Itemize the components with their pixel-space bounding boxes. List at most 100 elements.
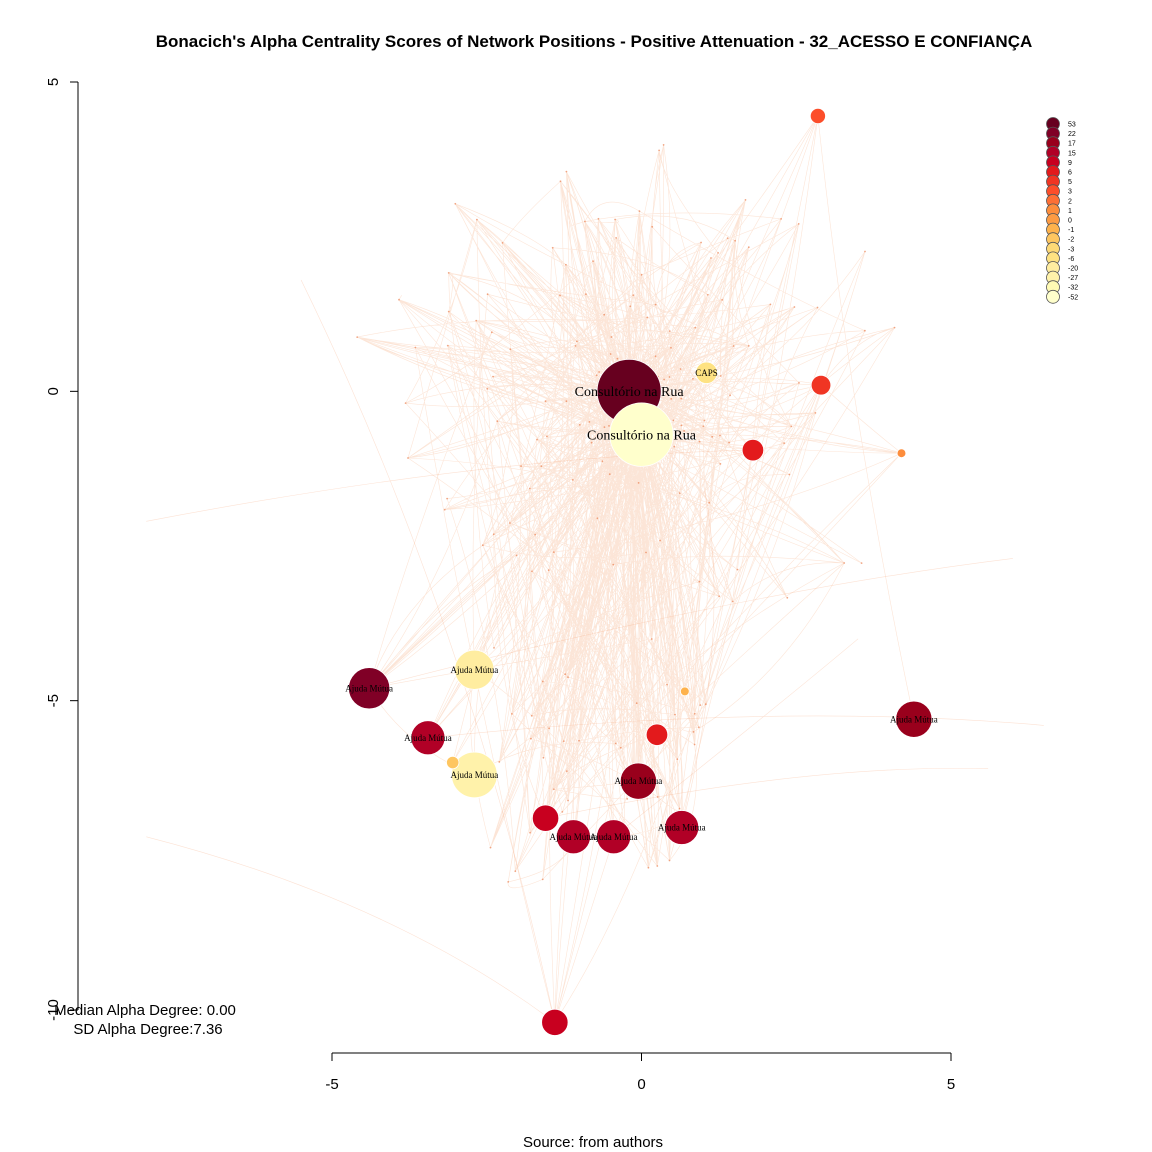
minor-node (711, 435, 714, 438)
minor-node (780, 218, 782, 220)
network-node (619, 762, 657, 800)
legend-value: 53 (1068, 122, 1076, 129)
legend-value: 0 (1068, 218, 1072, 225)
minor-node (680, 397, 683, 400)
minor-node (493, 647, 495, 649)
minor-node (692, 731, 695, 733)
minor-node (668, 859, 671, 862)
minor-node (404, 402, 407, 404)
minor-node (702, 425, 705, 428)
minor-node (565, 770, 568, 773)
minor-node (678, 492, 681, 494)
network-node (810, 374, 832, 396)
minor-node (598, 371, 600, 373)
network-nodes (348, 108, 933, 1036)
network-node (541, 1008, 569, 1036)
legend-value: 1 (1068, 208, 1072, 215)
minor-node (529, 831, 531, 834)
x-axis: -5 0 5 (325, 1052, 955, 1093)
minor-node (595, 374, 598, 377)
network-node (645, 723, 669, 746)
x-tick-label: 0 (637, 1076, 645, 1093)
network-node (609, 402, 674, 467)
legend-value: 22 (1068, 131, 1076, 138)
y-axis: 5 0 -5 -10 (45, 78, 79, 1021)
minor-node (564, 673, 567, 676)
minor-node (654, 355, 657, 358)
minor-node (637, 482, 640, 484)
minor-node (668, 330, 671, 332)
edge-bundle (357, 115, 915, 1023)
minor-node (729, 394, 731, 397)
network-node (531, 804, 560, 832)
minor-node (699, 704, 702, 706)
minor-node (668, 376, 671, 378)
minor-node (670, 398, 673, 400)
minor-node (544, 400, 547, 403)
minor-node (656, 796, 659, 798)
source-caption: Source: from authors (523, 1134, 663, 1151)
network-node (741, 438, 765, 462)
minor-node (578, 423, 581, 426)
minor-node (650, 638, 653, 640)
minor-node (786, 596, 789, 599)
minor-node (632, 294, 635, 296)
minor-node (531, 570, 533, 573)
minor-node (536, 438, 538, 441)
minor-node (356, 336, 359, 338)
minor-node (498, 761, 501, 763)
minor-node (843, 562, 846, 564)
minor-node (788, 473, 791, 476)
minor-node (540, 465, 543, 468)
minor-node (541, 680, 544, 683)
minor-node (496, 420, 499, 423)
minor-node (717, 252, 719, 254)
chart-title: Bonacich's Alpha Centrality Scores of Ne… (156, 32, 1033, 51)
network-node (695, 361, 718, 384)
legend-value: -32 (1068, 285, 1078, 292)
y-tick-label: -5 (45, 694, 62, 707)
network-node (454, 649, 495, 690)
minor-node (567, 799, 569, 802)
network-node (555, 819, 591, 855)
legend-value: -3 (1068, 246, 1074, 253)
minor-node (476, 218, 478, 221)
legend-swatch (1046, 289, 1060, 304)
minor-node (610, 336, 613, 338)
minor-node (534, 533, 536, 536)
minor-node (603, 313, 606, 316)
minor-node (654, 303, 657, 306)
minor-node (719, 375, 722, 377)
minor-node (446, 344, 449, 347)
minor-node (615, 237, 617, 239)
minor-node (693, 712, 696, 715)
minor-node (816, 306, 819, 309)
minor-node (731, 600, 734, 603)
node-label: Ajuda Mútua (345, 683, 393, 693)
minor-node (454, 202, 457, 205)
minor-node (492, 533, 495, 536)
minor-node (676, 758, 679, 761)
minor-node (507, 881, 510, 883)
network-node (664, 810, 700, 845)
minor-node (747, 246, 750, 249)
minor-node (475, 319, 478, 322)
minor-node (783, 442, 786, 444)
edge-outer (146, 279, 1044, 1023)
minor-node (646, 316, 649, 319)
minor-node (541, 878, 544, 881)
minor-node (747, 345, 750, 347)
minor-node (707, 293, 709, 296)
minor-node (734, 239, 736, 242)
minor-node (542, 756, 545, 759)
legend-value: 5 (1068, 179, 1072, 186)
minor-node (645, 551, 647, 554)
median-alpha-text: Median Alpha Degree: 0.00 (54, 1002, 236, 1019)
minor-node (551, 246, 554, 249)
minor-node (509, 522, 511, 524)
minor-node (718, 595, 721, 598)
minor-node (492, 375, 494, 378)
node-label: Ajuda Mútua (658, 823, 706, 833)
